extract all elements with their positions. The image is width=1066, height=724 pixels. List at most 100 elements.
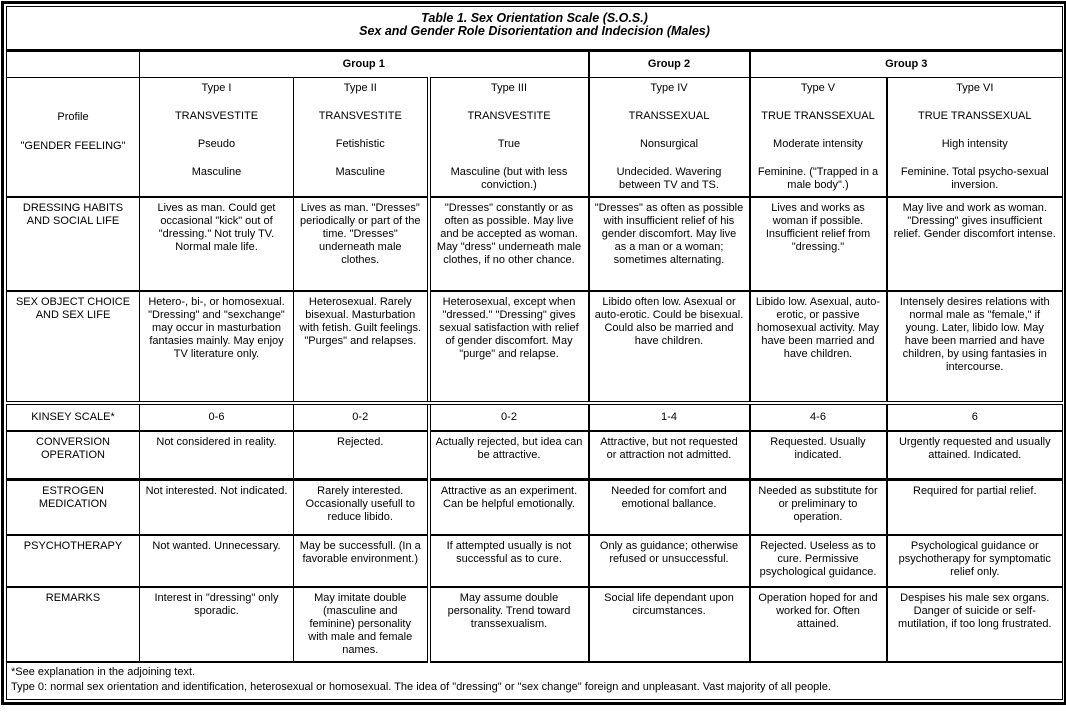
type-1-feeling: Masculine — [191, 166, 242, 178]
psychotherapy-type-2: May be successfull. (In a favorable envi… — [293, 535, 429, 588]
type-2-feeling: Masculine — [335, 166, 386, 178]
dressing-habits-type-3: "Dresses" constantly or as often as poss… — [426, 197, 589, 292]
type-6-heading: Type VI — [956, 82, 994, 94]
type-5-subtype: Moderate intensity — [773, 138, 863, 150]
sex-object-type-4: Libido often low. Asexual or auto-erotic… — [587, 291, 750, 405]
estrogen-medication-type-2: Rarely interested. Occasionally usefull … — [293, 479, 429, 536]
conversion-operation-row: CONVERSION OPERATION Not considered in r… — [6, 431, 1063, 481]
type-6-feeling: Feminine. Total psycho-sexual inversion. — [900, 166, 1049, 191]
kinsey-scale-type-3: 0-2 — [426, 403, 589, 432]
psychotherapy-type-3: If attempted usually is not successful a… — [426, 535, 589, 588]
type-4-feeling: Undecided. Wavering between TV and TS. — [616, 166, 722, 191]
type-1-category: TRANSVESTITE — [174, 110, 259, 122]
dressing-habits-type-5: Lives and works as woman if possible. In… — [748, 197, 887, 292]
sex-orientation-scale-table: Table 1. Sex Orientation Scale (S.O.S.) … — [6, 6, 1064, 700]
table-page: Table 1. Sex Orientation Scale (S.O.S.) … — [1, 1, 1066, 705]
psychotherapy-type-6: Psychological guidance or psychotherapy … — [885, 535, 1063, 588]
profile-row: Profile "GENDER FEELING" Type I TRANSVES… — [6, 77, 1063, 198]
group-3-header: Group 3 — [748, 50, 1063, 78]
type-2-subtype: Fetishistic — [335, 138, 385, 150]
group-header-row: Group 1 Group 2 Group 3 — [6, 50, 1063, 78]
dressing-habits-row-label: DRESSING HABITS AND SOCIAL LIFE — [6, 197, 140, 292]
kinsey-scale-type-5: 4-6 — [748, 403, 887, 432]
remarks-type-2: May imitate double (masculine and femini… — [293, 587, 429, 663]
conversion-operation-type-5: Requested. Usually indicated. — [748, 431, 887, 481]
kinsey-scale-row: KINSEY SCALE* 0-6 0-2 0-2 1-4 4-6 6 — [6, 403, 1063, 432]
psychotherapy-row: PSYCHOTHERAPY Not wanted. Unnecessary. M… — [6, 535, 1063, 588]
type-6-subtype: High intensity — [941, 138, 1008, 150]
table-subtitle: Sex and Gender Role Disorientation and I… — [359, 24, 710, 38]
type-4-category: TRANSSEXUAL — [628, 110, 710, 122]
kinsey-scale-type-4: 1-4 — [587, 403, 750, 432]
footnote-asterisk: *See explanation in the adjoining text. — [11, 666, 196, 678]
type-5-feeling: Feminine. ("Trapped in a male body".) — [757, 166, 879, 191]
sex-object-choice-row-label: SEX OBJECT CHOICE AND SEX LIFE — [6, 291, 140, 405]
remarks-row: REMARKS Interest in "dressing" only spor… — [6, 587, 1063, 663]
sex-object-type-6: Intensely desires relations with normal … — [885, 291, 1063, 405]
type-5-category: TRUE TRANSSEXUAL — [761, 110, 875, 122]
footnote-type-0: Type 0: normal sex orientation and ident… — [11, 681, 831, 693]
gender-feeling-label: "GENDER FEELING" — [20, 140, 126, 152]
profile-cell-type-5: Type V TRUE TRANSSEXUAL Moderate intensi… — [748, 77, 887, 198]
type-3-feeling: Masculine (but with less conviction.) — [450, 166, 568, 191]
type-4-heading: Type IV — [650, 82, 688, 94]
estrogen-medication-type-5: Needed as substitute for or preliminary … — [748, 479, 887, 536]
type-3-subtype: True — [497, 138, 521, 150]
dressing-habits-type-6: May live and work as woman. "Dressing" g… — [885, 197, 1063, 292]
footnote-row: *See explanation in the adjoining text. … — [7, 662, 1063, 700]
profile-cell-type-4: Type IV TRANSSEXUAL Nonsurgical Undecide… — [587, 77, 750, 198]
type-6-category: TRUE TRANSSEXUAL — [918, 110, 1032, 122]
type-3-category: TRANSVESTITE — [467, 110, 551, 122]
estrogen-medication-row: ESTROGEN MEDICATION Not interested. Not … — [6, 479, 1063, 536]
conversion-operation-type-4: Attractive, but not requested or attract… — [587, 431, 750, 481]
dressing-habits-type-4: "Dresses" as often as possible with insu… — [587, 197, 750, 292]
profile-label: Profile — [57, 111, 89, 123]
psychotherapy-type-1: Not wanted. Unnecessary. — [139, 535, 294, 588]
group-header-empty-cell — [6, 50, 140, 78]
conversion-operation-type-3: Actually rejected, but idea can be attra… — [426, 431, 589, 481]
kinsey-scale-type-1: 0-6 — [139, 403, 294, 432]
psychotherapy-type-5: Rejected. Useless as to cure. Permissive… — [748, 535, 887, 588]
psychotherapy-row-label: PSYCHOTHERAPY — [6, 535, 140, 588]
remarks-row-label: REMARKS — [6, 587, 140, 663]
profile-cell-type-6: Type VI TRUE TRANSSEXUAL High intensity … — [885, 77, 1063, 198]
estrogen-medication-type-1: Not interested. Not indicated. — [139, 479, 294, 536]
conversion-operation-type-2: Rejected. — [293, 431, 429, 481]
remarks-type-4: Social life dependant upon circumstances… — [587, 587, 750, 663]
type-4-subtype: Nonsurgical — [639, 138, 699, 150]
type-3-heading: Type III — [490, 82, 528, 94]
type-1-heading: Type I — [201, 82, 232, 94]
table-title-row: Table 1. Sex Orientation Scale (S.O.S.) … — [6, 6, 1063, 52]
type-1-subtype: Pseudo — [197, 138, 236, 150]
type-2-category: TRANSVESTITE — [318, 110, 402, 122]
kinsey-scale-row-label: KINSEY SCALE* — [6, 403, 140, 432]
profile-row-label: Profile "GENDER FEELING" — [6, 77, 140, 198]
sex-object-type-5: Libido low. Asexual, auto-erotic, or pas… — [748, 291, 887, 405]
kinsey-scale-type-6: 6 — [885, 403, 1063, 432]
group-2-header: Group 2 — [587, 50, 750, 78]
conversion-operation-type-1: Not considered in reality. — [139, 431, 294, 481]
profile-cell-type-2: Type II TRANSVESTITE Fetishistic Masculi… — [293, 77, 429, 198]
type-2-heading: Type II — [343, 82, 377, 94]
table-title: Table 1. Sex Orientation Scale (S.O.S.) — [421, 11, 648, 25]
sex-object-choice-row: SEX OBJECT CHOICE AND SEX LIFE Hetero-, … — [6, 291, 1063, 405]
remarks-type-1: Interest in "dressing" only sporadic. — [139, 587, 294, 663]
profile-cell-type-3: Type III TRANSVESTITE True Masculine (bu… — [426, 77, 589, 198]
remarks-type-5: Operation hoped for and worked for. Ofte… — [748, 587, 887, 663]
sex-object-type-2: Heterosexual. Rarely bisexual. Masturbat… — [293, 291, 429, 405]
sex-object-type-1: Hetero-, bi-, or homosexual. "Dressing" … — [139, 291, 294, 405]
dressing-habits-type-1: Lives as man. Could get occasional "kick… — [139, 197, 294, 292]
profile-cell-type-1: Type I TRANSVESTITE Pseudo Masculine — [139, 77, 294, 198]
type-5-heading: Type V — [800, 82, 836, 94]
sex-object-type-3: Heterosexual, except when "dressed." "Dr… — [426, 291, 589, 405]
dressing-habits-type-2: Lives as man. "Dresses" periodically or … — [293, 197, 429, 292]
kinsey-scale-type-2: 0-2 — [293, 403, 429, 432]
estrogen-medication-type-3: Attractive as an experiment. Can be help… — [426, 479, 589, 536]
remarks-type-3: May assume double personality. Trend tow… — [426, 587, 589, 663]
estrogen-medication-row-label: ESTROGEN MEDICATION — [6, 479, 140, 536]
psychotherapy-type-4: Only as guidance; otherwise refused or u… — [587, 535, 750, 588]
conversion-operation-row-label: CONVERSION OPERATION — [6, 431, 140, 481]
footnote-cell: *See explanation in the adjoining text. … — [7, 662, 1063, 700]
estrogen-medication-type-6: Required for partial relief. — [885, 479, 1063, 536]
table-title-cell: Table 1. Sex Orientation Scale (S.O.S.) … — [6, 6, 1063, 52]
